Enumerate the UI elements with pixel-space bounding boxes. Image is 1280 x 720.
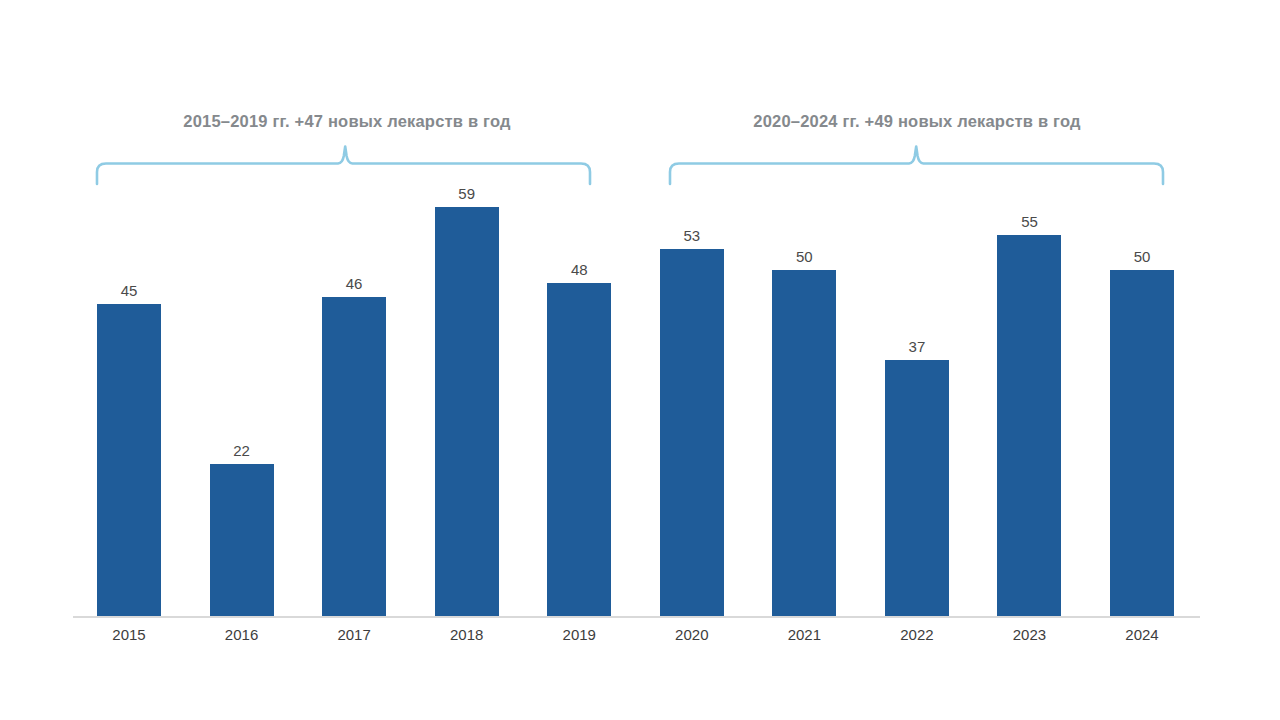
bar-chart: 2015–2019 гг. +47 новых лекарств в год 2… (0, 0, 1280, 720)
x-axis-label: 2018 (435, 626, 499, 643)
bar-value-label: 37 (885, 338, 949, 355)
bar-value-label: 50 (1110, 248, 1174, 265)
bar-value-label: 45 (97, 282, 161, 299)
bar-value-label: 22 (210, 442, 274, 459)
bar-2016 (210, 464, 274, 616)
x-axis-label: 2017 (322, 626, 386, 643)
bar-2022 (885, 360, 949, 616)
bar-2023 (997, 235, 1061, 616)
bar-value-label: 53 (660, 227, 724, 244)
bar-2021 (772, 270, 836, 617)
bar-value-label: 48 (547, 261, 611, 278)
bar-2018 (435, 207, 499, 616)
bar-value-label: 46 (322, 275, 386, 292)
x-axis-label: 2024 (1110, 626, 1174, 643)
bar-2024 (1110, 270, 1174, 617)
brace-annotations (0, 0, 1280, 720)
x-axis-label: 2016 (210, 626, 274, 643)
x-axis-label: 2023 (997, 626, 1061, 643)
bar-2019 (547, 283, 611, 616)
x-axis-label: 2020 (660, 626, 724, 643)
brace-2020-2024 (670, 147, 1163, 185)
x-axis-line (73, 616, 1200, 618)
bar-value-label: 59 (435, 185, 499, 202)
bar-value-label: 50 (772, 248, 836, 265)
bar-2017 (322, 297, 386, 616)
x-axis-label: 2022 (885, 626, 949, 643)
x-axis-label: 2015 (97, 626, 161, 643)
bar-value-label: 55 (997, 213, 1061, 230)
x-axis-label: 2021 (772, 626, 836, 643)
x-axis-label: 2019 (547, 626, 611, 643)
bar-2020 (660, 249, 724, 616)
brace-2015-2019 (97, 147, 590, 185)
bar-2015 (97, 304, 161, 616)
